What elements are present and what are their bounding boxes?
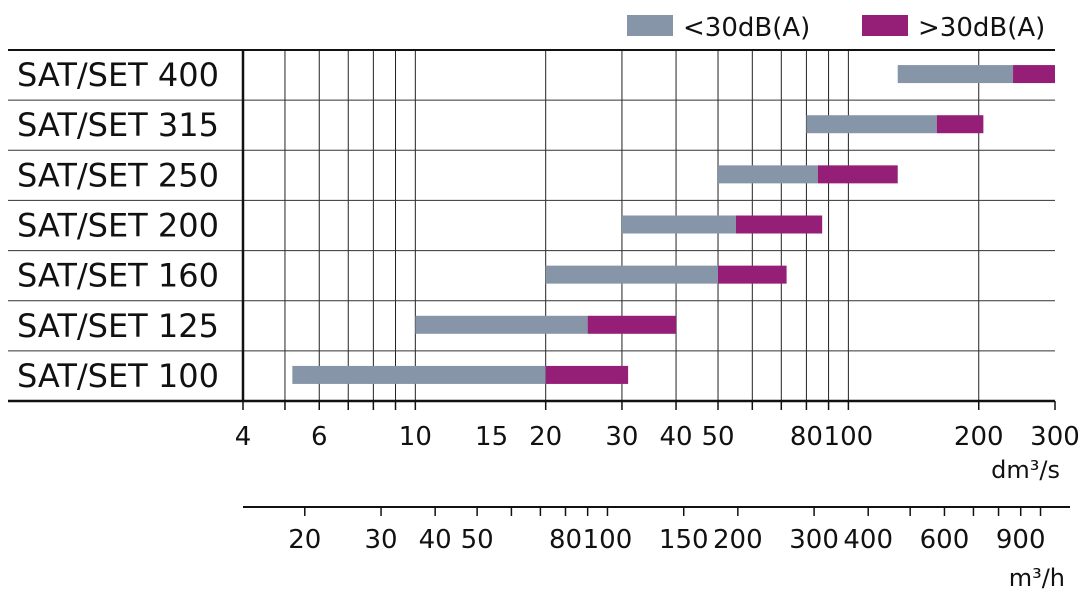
x-tick-label: 50	[701, 422, 734, 452]
bar-segment-high-noise	[817, 165, 898, 184]
x-tick-label: 40	[660, 422, 693, 452]
x-tick-label: 100	[824, 422, 874, 452]
x-axis-unit-primary: dm³/s	[991, 456, 1060, 484]
secondary-tick-label: 100	[583, 525, 633, 555]
x-tick-label: 15	[475, 422, 508, 452]
bar-segment-high-noise	[1013, 65, 1055, 84]
legend-label-high-noise: >30dB(A)	[918, 13, 1045, 43]
bar-segment-high-noise	[936, 115, 984, 134]
bar-segment-low-noise	[718, 165, 818, 184]
x-axis-secondary: 20 30 40 50 80 100 150 200 300 400 600 900	[243, 506, 1070, 555]
secondary-tick-label: 900	[996, 525, 1046, 555]
bars	[292, 65, 1055, 384]
category-label: SAT/SET 250	[17, 156, 219, 194]
secondary-tick-label: 20	[288, 525, 321, 555]
secondary-tick-label: 50	[461, 525, 494, 555]
x-axis-primary: 4 6 10 15 20 30 40 50 80 100 200 300	[235, 401, 1080, 452]
bar-segment-low-noise	[897, 65, 1014, 84]
x-tick-label: 80	[790, 422, 823, 452]
bar-segment-high-noise	[735, 215, 823, 234]
bar-segment-low-noise	[545, 265, 719, 284]
x-tick-label: 20	[529, 422, 562, 452]
category-label: SAT/SET 160	[17, 257, 219, 295]
x-tick-label: 30	[605, 422, 638, 452]
x-tick-label: 300	[1030, 422, 1080, 452]
secondary-tick-label: 200	[713, 525, 763, 555]
legend: <30dB(A) >30dB(A)	[627, 13, 1045, 43]
category-label: SAT/SET 125	[17, 307, 219, 345]
x-tick-label: 200	[954, 422, 1004, 452]
secondary-tick-label: 400	[843, 525, 893, 555]
secondary-tick-label: 600	[920, 525, 970, 555]
category-label: SAT/SET 400	[17, 56, 219, 94]
bar-segment-low-noise	[292, 365, 546, 384]
category-label: SAT/SET 200	[17, 207, 219, 245]
x-tick-label: 10	[399, 422, 432, 452]
bar-segment-high-noise	[545, 365, 629, 384]
bar-segment-low-noise	[806, 115, 937, 134]
category-rows: SAT/SET 400 SAT/SET 315 SAT/SET 250 SAT/SET…	[8, 56, 1055, 395]
secondary-tick-label: 300	[789, 525, 839, 555]
secondary-tick-label: 80	[549, 525, 582, 555]
bar-segment-high-noise	[718, 265, 787, 284]
bar-segment-low-noise	[415, 315, 588, 334]
legend-label-low-noise: <30dB(A)	[683, 13, 810, 43]
legend-swatch-high-noise	[862, 15, 908, 36]
secondary-tick-label: 150	[659, 525, 709, 555]
legend-swatch-low-noise	[627, 15, 673, 36]
x-axis-unit-secondary: m³/h	[1009, 564, 1065, 592]
category-label: SAT/SET 315	[17, 106, 219, 144]
axes-frame	[8, 49, 1055, 403]
secondary-tick-label: 30	[364, 525, 397, 555]
x-tick-label: 6	[311, 422, 328, 452]
bar-segment-low-noise	[621, 215, 736, 234]
secondary-tick-label: 40	[419, 525, 452, 555]
bar-segment-high-noise	[587, 315, 677, 334]
x-tick-label: 4	[235, 422, 252, 452]
category-label: SAT/SET 100	[17, 357, 219, 395]
